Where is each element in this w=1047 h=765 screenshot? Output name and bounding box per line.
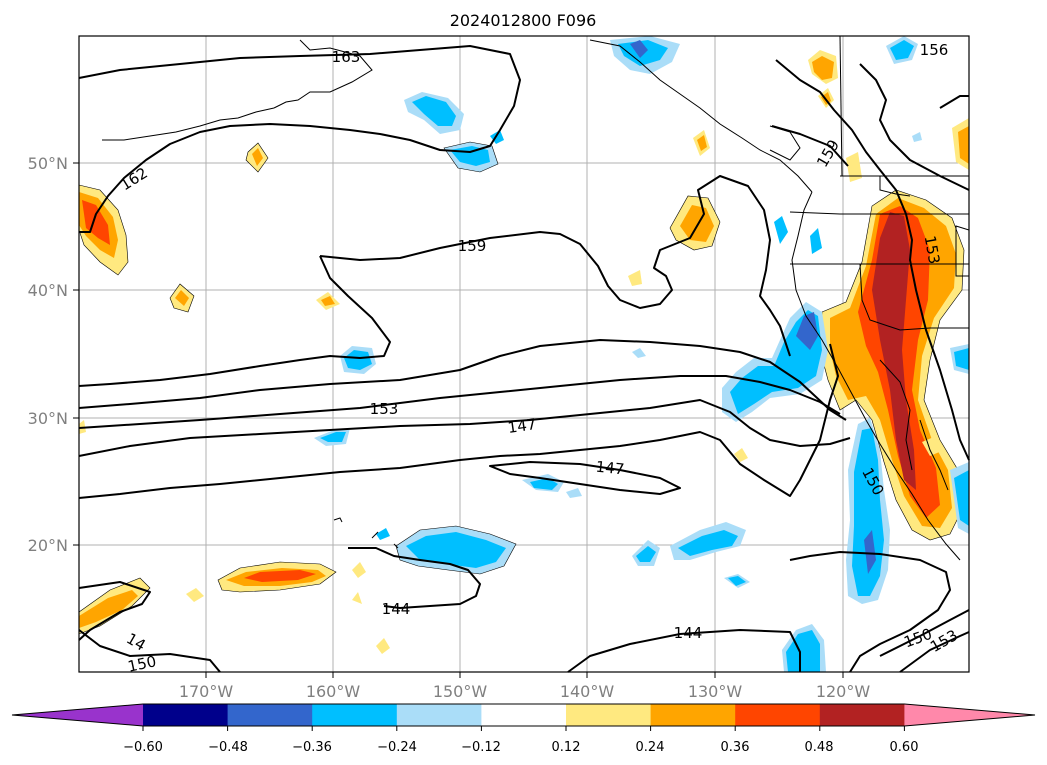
colorbar-segment — [735, 704, 821, 726]
contour-label: 163 — [332, 48, 361, 66]
lon-label: 120°W — [816, 682, 871, 701]
colorbar-extension-low — [12, 704, 143, 726]
colorbar-ticks — [142, 726, 905, 731]
map-title: 2024012800 F096 — [450, 11, 597, 30]
contour-label: 144 — [382, 600, 411, 618]
colorbar-tick-label: −0.48 — [208, 740, 248, 755]
lat-label: 40°N — [28, 281, 68, 300]
contour-label: 153 — [370, 400, 399, 418]
colorbar-segment — [396, 704, 482, 726]
lon-label: 170°W — [179, 682, 234, 701]
contour-label: 150 — [126, 652, 158, 676]
colorbar-extension-high — [904, 704, 1035, 726]
contour-label: 147 — [595, 458, 625, 479]
map-frame — [78, 35, 970, 673]
colorbar-tick-label: −0.24 — [377, 740, 417, 755]
contour-label: 153 — [921, 234, 944, 265]
lon-label: 160°W — [306, 682, 361, 701]
colorbar-segment — [143, 704, 229, 726]
colorbar-tick-label: 0.60 — [890, 740, 919, 755]
lat-label: 30°N — [28, 409, 68, 428]
colorbar-tick-label: 0.36 — [721, 740, 750, 755]
lon-label: 140°W — [560, 682, 615, 701]
colorbar-segment — [481, 704, 567, 726]
plot-area: 163 162 159 159 156 153 153 147 147 150 … — [78, 35, 970, 676]
colorbar-tick-label: −0.36 — [292, 740, 332, 755]
positive-anomaly-fills — [78, 50, 969, 654]
colorbar-tick-label: 0.12 — [552, 740, 581, 755]
lon-label: 130°W — [688, 682, 743, 701]
colorbar-segment — [819, 704, 905, 726]
colorbar-segment — [312, 704, 398, 726]
colorbar: −0.60 −0.48 −0.36 −0.24 −0.12 0.12 0.24 … — [11, 703, 1036, 755]
colorbar-segment — [566, 704, 652, 726]
latitude-labels: 50°N 40°N 30°N 20°N — [28, 154, 68, 555]
axis-ticks — [73, 162, 844, 678]
lat-label: 20°N — [28, 536, 68, 555]
colorbar-segments — [11, 703, 1036, 727]
contour-label: 156 — [920, 41, 949, 59]
colorbar-segment — [227, 704, 313, 726]
lon-label: 150°W — [433, 682, 488, 701]
height-contours — [78, 45, 970, 673]
colorbar-tick-label: −0.60 — [123, 740, 163, 755]
contour-label: 159 — [458, 237, 487, 255]
contour-label: 144 — [674, 624, 703, 642]
colorbar-tick-label: 0.48 — [805, 740, 834, 755]
colorbar-tick-label: −0.12 — [461, 740, 501, 755]
longitude-labels: 170°W 160°W 150°W 140°W 130°W 120°W — [179, 682, 871, 701]
lat-label: 50°N — [28, 154, 68, 173]
colorbar-tick-label: 0.24 — [636, 740, 665, 755]
colorbar-segment — [650, 704, 736, 726]
contour-label: 147 — [507, 415, 538, 437]
